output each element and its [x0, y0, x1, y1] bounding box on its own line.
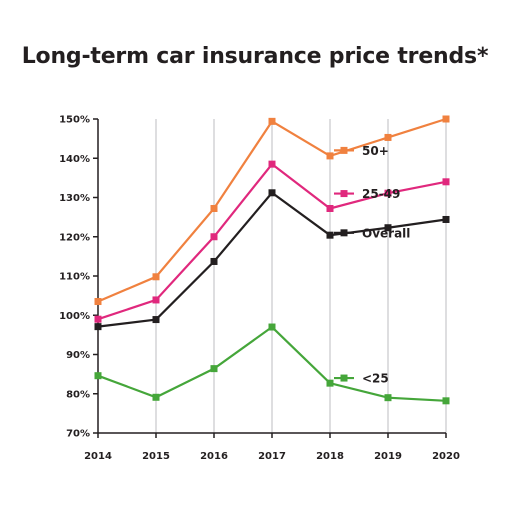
- legend-label-<25: <25: [362, 372, 389, 386]
- legend-marker-25-49: [340, 190, 348, 198]
- x-tick-label-2020: 2020: [432, 451, 460, 462]
- y-tick-label-150%: 150%: [59, 115, 90, 126]
- data-point-25-49-2019: [384, 189, 392, 197]
- y-tick-label-90%: 90%: [66, 350, 90, 361]
- legend-label-50+: 50+: [362, 144, 389, 158]
- y-tick-labels: 70% 80% 90% 100% 110% 120% 130% 140% 150%: [59, 115, 98, 440]
- data-point-Overall-2015: [152, 316, 160, 324]
- x-tick-label-2016: 2016: [200, 451, 228, 462]
- y-tick-label-100%: 100%: [59, 311, 90, 322]
- legend-marker-Overall: [340, 229, 348, 237]
- y-tick-label-130%: 130%: [59, 193, 90, 204]
- data-point-<25-2017: [268, 323, 276, 331]
- data-point-Overall-2019: [384, 224, 392, 232]
- data-point-50+-2016: [210, 204, 218, 212]
- x-tick-label-2017: 2017: [258, 451, 286, 462]
- y-tick-label-110%: 110%: [59, 272, 90, 283]
- data-point-Overall-2014: [94, 323, 102, 331]
- data-point-50+-2017: [268, 117, 276, 125]
- x-tick-label-2018: 2018: [316, 451, 344, 462]
- data-point-<25-2018: [326, 379, 334, 387]
- data-point-<25-2015: [152, 393, 160, 401]
- data-point-Overall-2016: [210, 257, 218, 265]
- x-tick-label-2019: 2019: [374, 451, 402, 462]
- data-point-50+-2014: [94, 298, 102, 306]
- legend-label-Overall: Overall: [362, 226, 410, 240]
- x-tick-labels: 2014 2015 2016 2017 2018 2019 2020: [84, 433, 460, 462]
- data-point-<25-2016: [210, 365, 218, 373]
- legend-label-25-49: 25-49: [362, 187, 400, 201]
- y-tick-label-120%: 120%: [59, 232, 90, 243]
- legend-marker-50+: [340, 146, 348, 154]
- legend: 50+ 25-49 Overall <25: [334, 144, 410, 386]
- data-point-50+-2019: [384, 133, 392, 141]
- data-point-25-49-2018: [326, 204, 334, 212]
- data-point-50+-2015: [152, 273, 160, 281]
- data-point-25-49-2015: [152, 296, 160, 304]
- y-tick-label-80%: 80%: [66, 389, 90, 400]
- series-lines: [94, 115, 450, 405]
- y-tick-label-140%: 140%: [59, 154, 90, 165]
- y-tick-label-70%: 70%: [66, 429, 90, 440]
- data-point-Overall-2017: [268, 189, 276, 197]
- x-tick-label-2015: 2015: [142, 451, 170, 462]
- x-tick-label-2014: 2014: [84, 451, 112, 462]
- legend-marker-<25: [340, 374, 348, 382]
- data-point-25-49-2020: [442, 178, 450, 186]
- grid-lines: [155, 119, 447, 433]
- data-point-25-49-2014: [94, 315, 102, 323]
- chart-title: Long-term car insurance price trends*: [21, 44, 489, 69]
- data-point-25-49-2016: [210, 233, 218, 241]
- data-point-<25-2019: [384, 394, 392, 402]
- data-point-Overall-2020: [442, 215, 450, 223]
- data-point-Overall-2018: [326, 231, 334, 239]
- data-point-50+-2020: [442, 115, 450, 123]
- data-point-<25-2014: [94, 372, 102, 380]
- data-point-50+-2018: [326, 152, 334, 160]
- data-point-25-49-2017: [268, 160, 276, 168]
- data-point-<25-2020: [442, 397, 450, 405]
